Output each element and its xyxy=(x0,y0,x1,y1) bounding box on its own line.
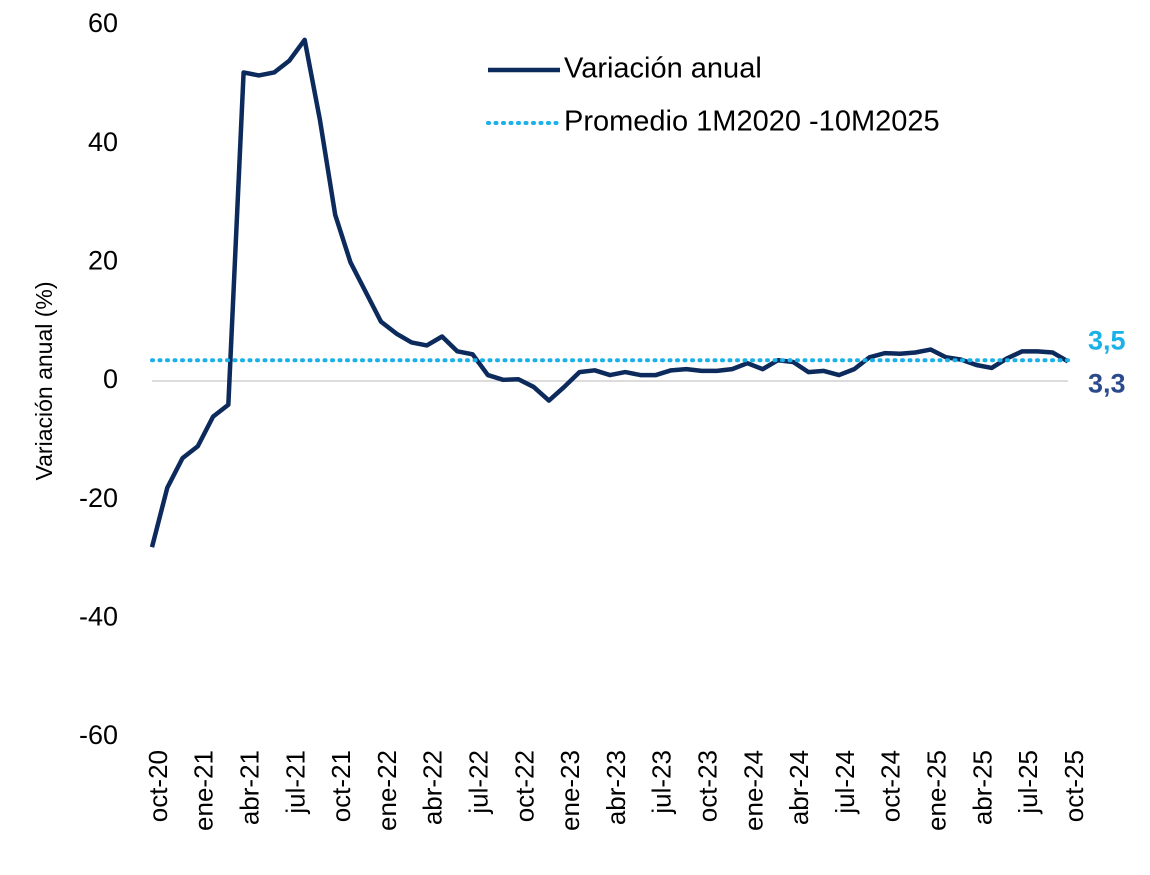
x-tick-label: oct-24 xyxy=(876,750,906,822)
y-tick-label: -60 xyxy=(79,720,118,750)
y-tick-label: -20 xyxy=(79,483,118,513)
x-tick-label: jul-23 xyxy=(647,750,677,815)
x-tick-label: ene-23 xyxy=(555,750,585,831)
x-tick-label: oct-25 xyxy=(1059,750,1089,822)
y-tick-label: 20 xyxy=(88,245,118,275)
x-tick-label: ene-21 xyxy=(189,750,219,831)
y-tick-label: 40 xyxy=(88,127,118,157)
x-tick-label: ene-22 xyxy=(372,750,402,831)
value-label: 3,5 xyxy=(1088,325,1126,355)
x-tick-label: abr-21 xyxy=(234,750,264,825)
x-tick-label: ene-25 xyxy=(921,750,951,831)
x-tick-label: jul-24 xyxy=(830,750,860,815)
x-tick-label: ene-24 xyxy=(738,750,768,831)
y-tick-label: -40 xyxy=(79,601,118,631)
x-tick-label: oct-21 xyxy=(326,750,356,822)
x-tick-label: oct-23 xyxy=(692,750,722,822)
value-label: 3,3 xyxy=(1088,369,1126,399)
x-tick-label: oct-20 xyxy=(143,750,173,822)
x-tick-label: abr-22 xyxy=(418,750,448,825)
x-tick-label: oct-22 xyxy=(509,750,539,822)
legend-label: Variación anual xyxy=(564,53,762,85)
legend-label: Promedio 1M2020 -10M2025 xyxy=(564,106,940,138)
y-tick-label: 60 xyxy=(88,8,118,38)
y-tick-label: 0 xyxy=(103,364,118,394)
x-tick-label: abr-24 xyxy=(784,750,814,825)
x-tick-label: abr-25 xyxy=(967,750,997,825)
series-line xyxy=(149,37,1070,548)
x-tick-label: abr-23 xyxy=(601,750,631,825)
x-tick-label: jul-22 xyxy=(463,750,493,815)
x-tick-label: jul-25 xyxy=(1013,750,1043,815)
x-tick-label: jul-21 xyxy=(280,750,310,815)
y-axis-label: Variación anual (%) xyxy=(31,281,57,480)
